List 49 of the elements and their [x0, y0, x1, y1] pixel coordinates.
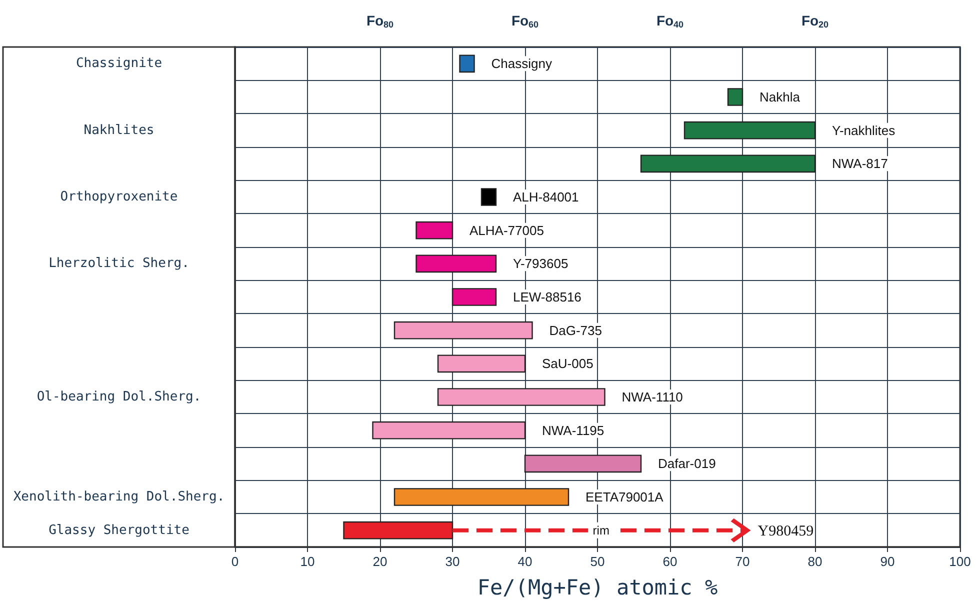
data-label: NWA-1110	[622, 390, 683, 404]
data-label: ALHA-77005	[470, 222, 544, 238]
y-tick-label: Xenolith-bearing Dol.Sherg.	[13, 490, 225, 504]
y-tick-label: Chassignite	[76, 56, 162, 72]
data-label: SaU-005	[542, 356, 594, 372]
data-label: Y-nakhlites	[832, 122, 896, 138]
data-label: ALH-84001	[513, 190, 579, 204]
bar	[394, 321, 533, 340]
x-tick-label: 80	[808, 554, 822, 569]
data-label: EETA79001A	[586, 490, 664, 504]
data-label: NWA-1195	[542, 422, 604, 438]
y-tick-label: Nakhlites	[84, 122, 154, 138]
x-tick-label: 90	[880, 554, 895, 569]
x-tick-label: 20	[372, 554, 388, 569]
bar	[452, 288, 497, 306]
bar	[437, 388, 606, 406]
bar	[459, 54, 475, 73]
x-tick-label: 40	[518, 554, 532, 569]
data-label: Chassigny	[491, 56, 552, 72]
y-tick-label: Orthopyroxenite	[60, 190, 178, 204]
bar	[640, 154, 816, 173]
x-tick-label: 30	[445, 554, 460, 569]
data-label: Y-793605	[513, 256, 568, 272]
annotation: rim	[592, 523, 610, 538]
data-label: LEW-88516	[513, 290, 582, 304]
x-tick-label: 60	[662, 554, 678, 569]
bar	[684, 121, 816, 140]
bar	[727, 88, 744, 106]
data-label: Nakhla	[760, 90, 801, 104]
x-tick-label: 70	[735, 554, 750, 569]
bar	[437, 354, 526, 373]
x-tick-label: 0	[231, 554, 239, 569]
data-label: DaG-735	[549, 322, 602, 338]
data-label: Dafar-019	[658, 456, 716, 472]
bar	[372, 421, 526, 440]
x-tick-label: 10	[300, 554, 315, 569]
x-tick-label: 100	[949, 554, 971, 569]
bar	[394, 488, 570, 506]
x-axis-title: Fe/(Mg+Fe) atomic %	[477, 576, 718, 600]
y-tick-label: Glassy Shergottite	[48, 522, 190, 538]
y-tick-label: Lherzolitic Sherg.	[48, 256, 190, 272]
x-tick-label: 50	[590, 554, 605, 569]
bar	[524, 454, 642, 473]
bar	[480, 188, 497, 206]
y-tick-label: Ol-bearing Dol.Sherg.	[36, 390, 202, 404]
data-label: NWA-817	[832, 156, 888, 172]
bar	[416, 254, 497, 273]
annotation: Y980459	[758, 523, 814, 540]
bar	[416, 221, 454, 240]
